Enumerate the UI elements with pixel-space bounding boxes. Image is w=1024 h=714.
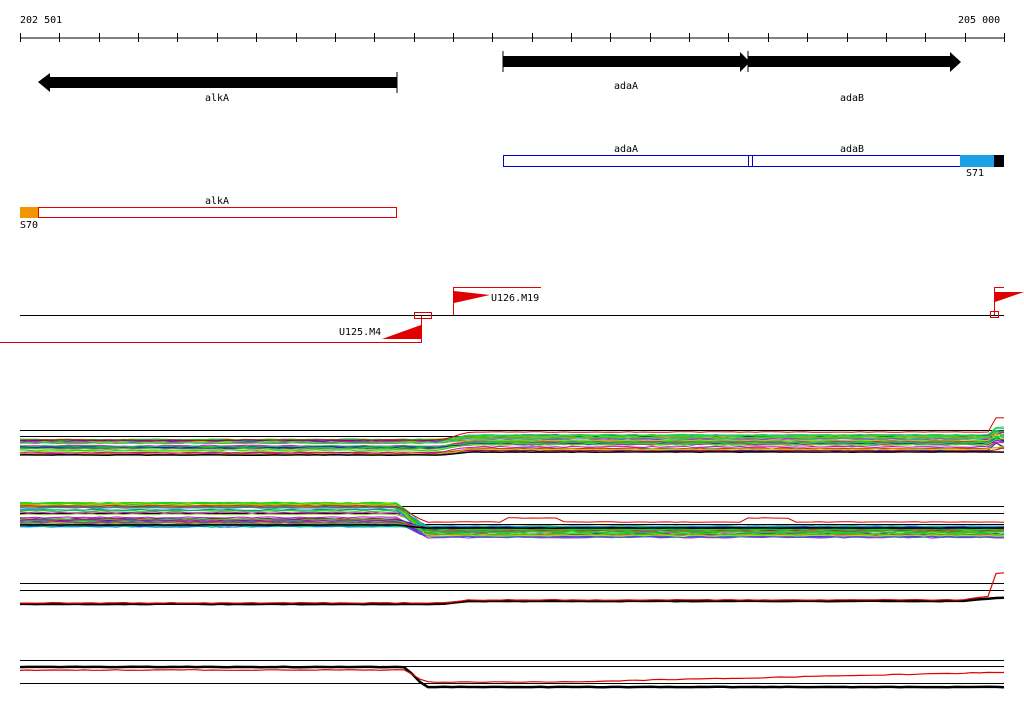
upshift-right-marker[interactable] <box>990 287 1024 318</box>
expression-profile <box>19 438 1005 451</box>
sigma-s70-box[interactable] <box>20 207 38 218</box>
expression-profile <box>19 505 1005 523</box>
transcript-alka-box[interactable] <box>38 207 397 218</box>
expression-profile <box>19 668 1004 684</box>
expression-profile <box>19 506 1005 528</box>
gene-track: alkA adaA adaB <box>38 51 961 104</box>
expression-profile <box>19 517 1005 532</box>
gene-adab-arrow[interactable] <box>747 51 961 72</box>
expression-profile <box>19 435 1005 445</box>
upshift-u126-marker[interactable] <box>414 287 542 319</box>
expression-profile <box>19 502 1005 537</box>
upshift-u125-label: U125.M4 <box>339 327 381 338</box>
transcript-adab-label: adaB <box>840 144 864 155</box>
gene-adaa-arrow[interactable] <box>502 51 750 72</box>
expression-profile <box>19 429 1005 441</box>
expression-profile <box>19 508 1005 539</box>
coordinate-ruler: 202 501 205 000 <box>20 15 1005 42</box>
axis-end-label: 205 000 <box>958 15 1000 26</box>
gene-alka-arrow[interactable] <box>38 72 398 93</box>
sigma-s70-label: S70 <box>20 220 38 231</box>
sigma-s71-label: S71 <box>966 168 984 179</box>
expression-profile <box>19 436 1005 448</box>
expression-profile <box>20 502 1005 536</box>
transcript-adaa-label: adaA <box>614 144 638 155</box>
expression-track-4 <box>19 660 1005 689</box>
expression-track-2 <box>19 501 1005 539</box>
expression-profile <box>19 446 1005 456</box>
sigma-s71-box[interactable] <box>960 155 994 167</box>
expression-track-3 <box>19 572 1005 606</box>
expression-profile <box>19 441 1005 454</box>
expression-profile <box>19 572 1005 605</box>
expression-track-1 <box>19 417 1005 456</box>
upshift-u125-marker[interactable] <box>0 316 422 343</box>
expression-profile <box>19 665 1005 689</box>
expression-profile <box>19 518 1005 534</box>
expression-profile <box>19 417 1005 441</box>
transcript-alka-label: alkA <box>205 196 229 207</box>
gene-alka-label: alkA <box>205 93 229 104</box>
upshift-track: U126.M19 U125.M4 <box>0 287 1024 343</box>
upshift-u126-label: U126.M19 <box>491 293 539 304</box>
gene-adab-label: adaB <box>840 93 864 104</box>
axis-ticks <box>20 33 1005 42</box>
expression-profile <box>20 451 1005 456</box>
expression-profile <box>19 524 1005 529</box>
gene-adaa-label: adaA <box>614 81 638 92</box>
transcript-ada-end-cap <box>994 155 1004 167</box>
transcript-track: adaA adaB S71 alkA S70 <box>20 144 1004 231</box>
axis-start-label: 202 501 <box>20 15 62 26</box>
